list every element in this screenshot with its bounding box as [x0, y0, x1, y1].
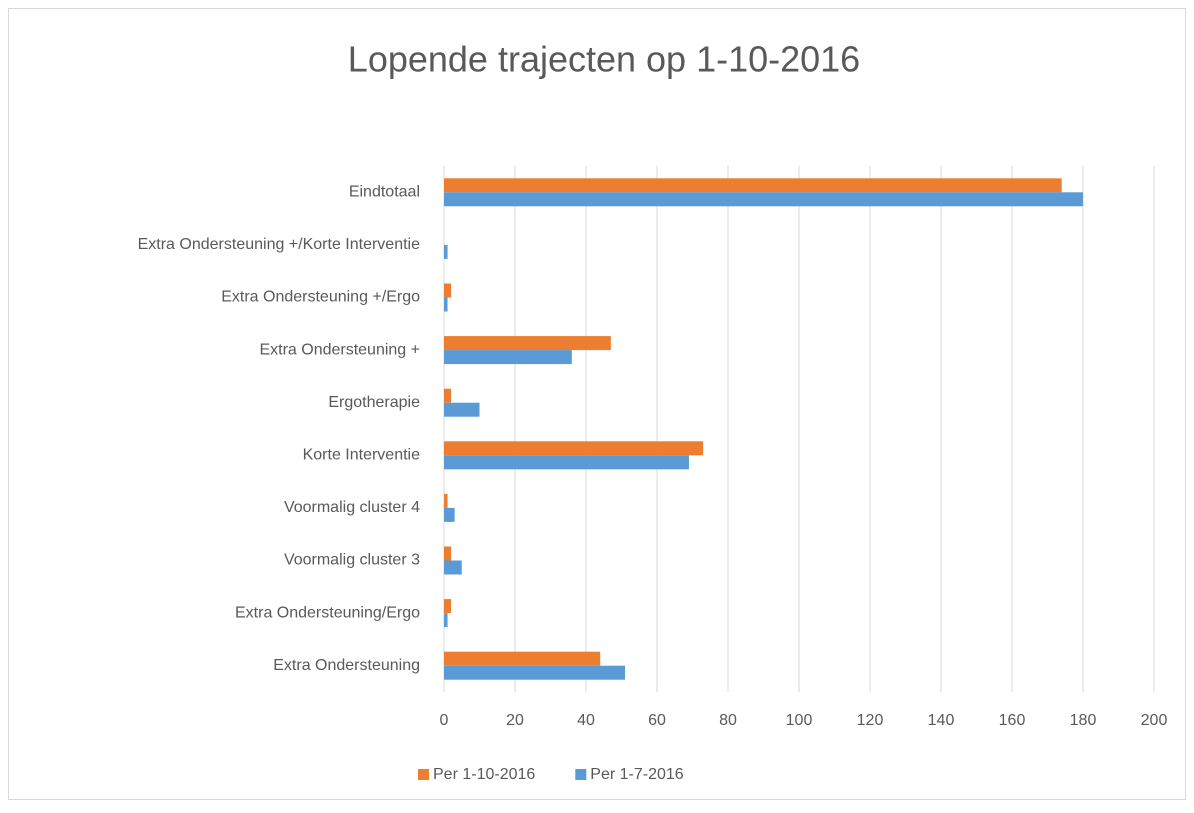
bar	[444, 402, 480, 417]
bar	[444, 665, 626, 680]
chart-frame	[8, 8, 1186, 800]
y-tick-label: Korte Interventie	[303, 447, 421, 464]
x-tick-label: 20	[506, 712, 524, 729]
bar	[444, 297, 448, 312]
y-tick-label: Extra Ondersteuning +/Korte Interventie	[138, 236, 420, 253]
bar	[444, 493, 448, 508]
bar	[444, 350, 572, 365]
x-tick-label: 100	[786, 712, 813, 729]
bar	[444, 178, 1062, 193]
bar	[444, 651, 601, 666]
bar	[444, 441, 704, 456]
x-tick-label: 0	[440, 712, 449, 729]
x-tick-label: 200	[1141, 712, 1168, 729]
x-tick-label: 160	[999, 712, 1026, 729]
y-tick-label: Voormalig cluster 4	[284, 499, 420, 516]
y-tick-label: Extra Ondersteuning/Ergo	[235, 604, 420, 621]
legend-swatch	[418, 769, 429, 780]
x-tick-label: 40	[577, 712, 595, 729]
bar	[444, 546, 452, 561]
chart-title: Lopende trajecten op 1-10-2016	[348, 39, 860, 80]
bar	[444, 336, 611, 351]
y-tick-label: Extra Ondersteuning +/Ergo	[221, 289, 420, 306]
bar	[444, 507, 455, 522]
legend-label: Per 1-10-2016	[433, 766, 535, 783]
bar	[444, 599, 452, 614]
bar	[444, 192, 1083, 207]
legend-label: Per 1-7-2016	[590, 766, 683, 783]
x-tick-label: 140	[928, 712, 955, 729]
y-tick-label: Extra Ondersteuning	[273, 657, 420, 674]
bar	[444, 244, 448, 259]
x-tick-label: 120	[857, 712, 884, 729]
bar	[444, 560, 462, 575]
y-tick-label: Ergotherapie	[328, 394, 420, 411]
x-tick-label: 60	[648, 712, 666, 729]
y-tick-label: Extra Ondersteuning +	[259, 341, 420, 358]
y-tick-label: Eindtotaal	[349, 184, 420, 201]
y-tick-label: Voormalig cluster 3	[284, 552, 420, 569]
bar	[444, 455, 689, 470]
bar	[444, 283, 452, 298]
x-tick-label: 180	[1070, 712, 1097, 729]
bar	[444, 388, 452, 403]
legend-swatch	[575, 769, 587, 780]
x-tick-label: 80	[719, 712, 737, 729]
bar	[444, 613, 448, 628]
